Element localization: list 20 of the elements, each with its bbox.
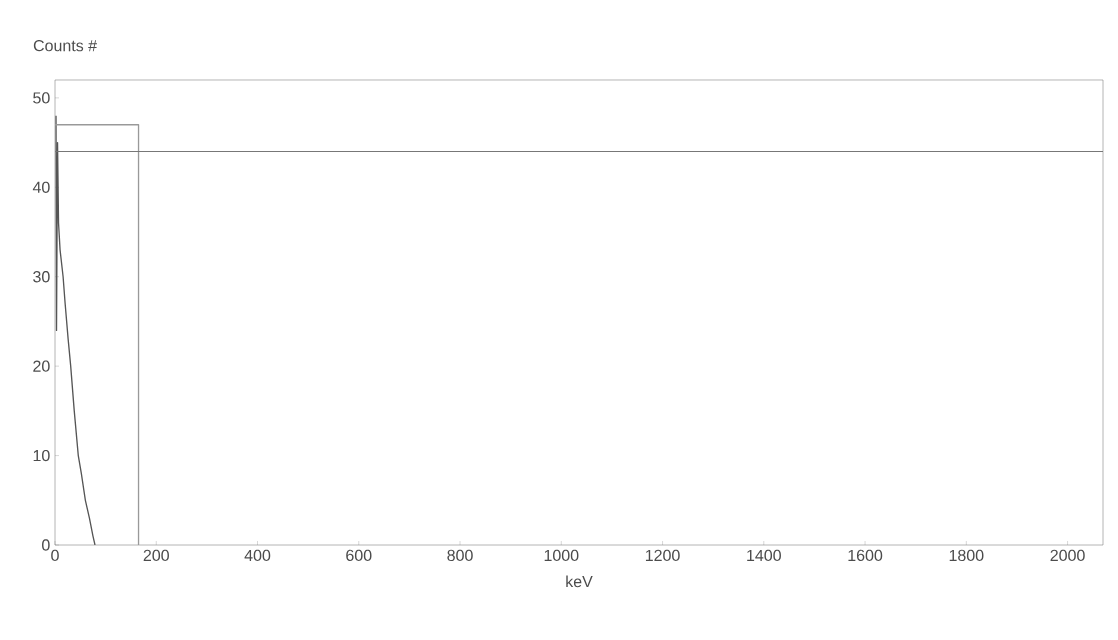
x-tick-label: 1200 [645, 549, 680, 562]
y-tick-label: 10 [33, 449, 50, 462]
x-tick-label: 400 [244, 549, 271, 562]
x-tick-label: 0 [51, 549, 59, 562]
y-tick-label: 0 [42, 539, 50, 551]
line-series [55, 115, 96, 545]
x-tick-label: 800 [447, 549, 473, 562]
x-tick-label: 1800 [949, 549, 984, 562]
y-axis-title: Counts # [33, 39, 97, 52]
y-tick-label: 20 [33, 360, 50, 372]
x-tick-label: 600 [346, 549, 372, 562]
y-tick-label: 50 [33, 92, 50, 104]
x-tick-label: 1400 [747, 549, 781, 562]
x-tick-label: 1000 [544, 549, 579, 562]
y-tick-label: 40 [32, 181, 50, 193]
y-tick-label: 30 [33, 271, 50, 283]
x-tick-label: 200 [143, 549, 169, 562]
x-tick-label: 2000 [1050, 549, 1085, 562]
x-tick-label: 1600 [848, 549, 883, 562]
x-axis-title: keV [566, 575, 593, 588]
